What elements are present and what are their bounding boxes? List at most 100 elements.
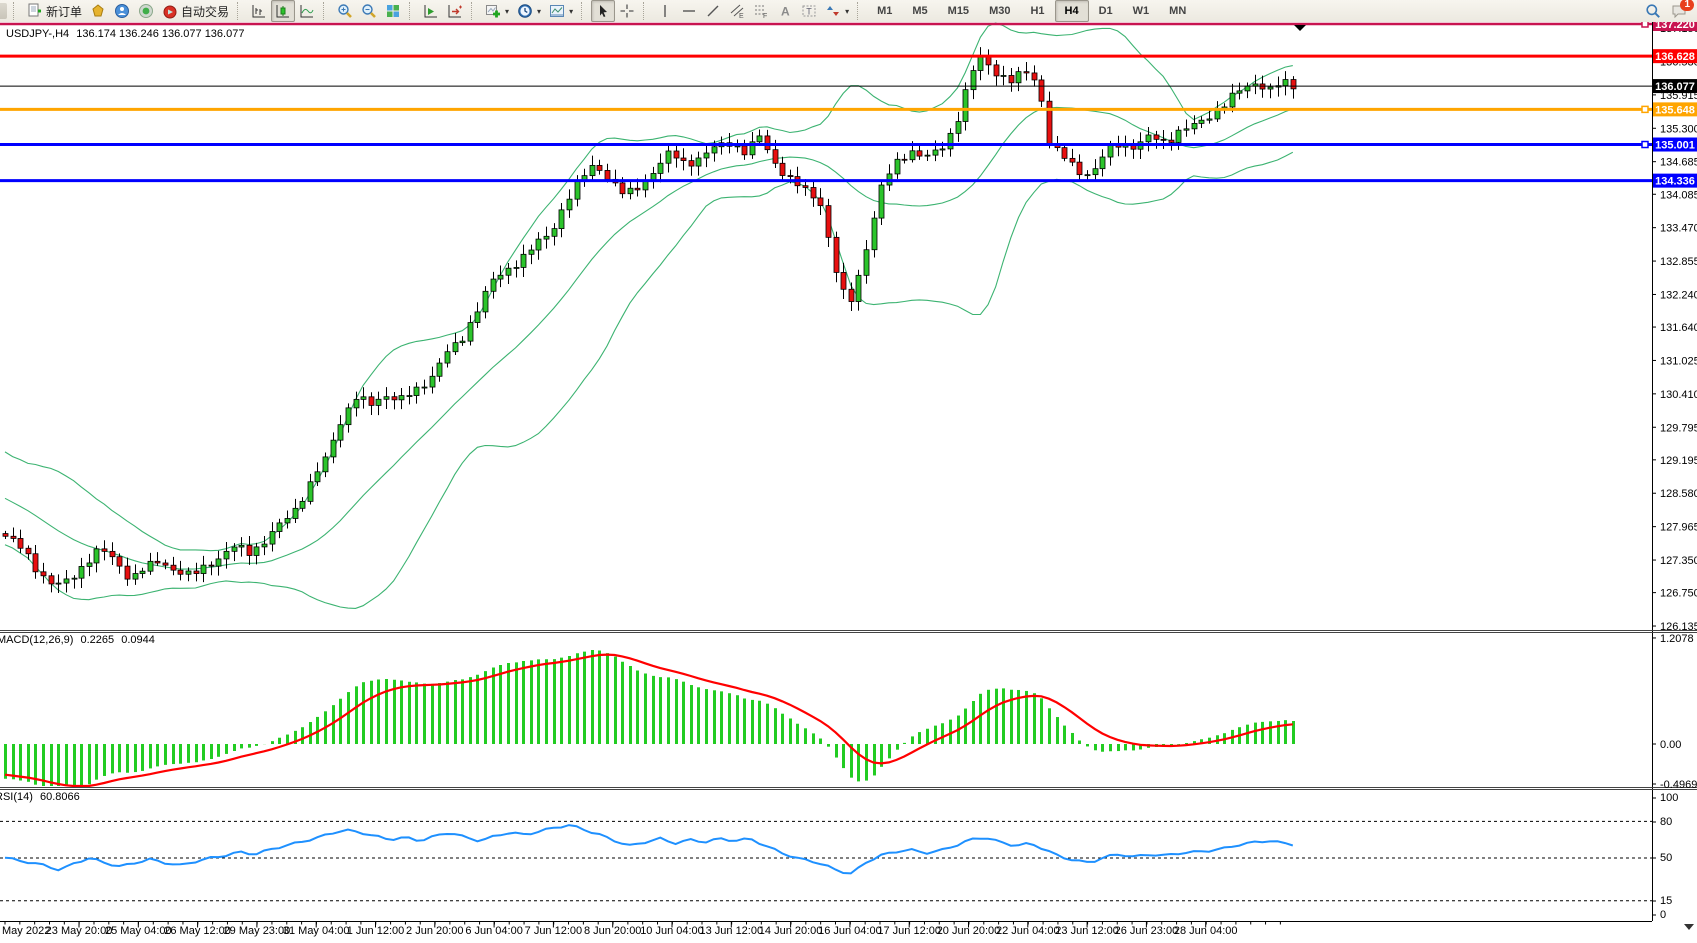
time-axis-label[interactable]: 26 May 12:00 <box>164 925 231 937</box>
new-order-button[interactable]: 新订单 <box>23 0 86 22</box>
timeframe-m30-button[interactable]: M30 <box>979 0 1020 22</box>
timeframe-h4-button[interactable]: H4 <box>1054 0 1089 22</box>
candle-body <box>924 154 931 157</box>
timeframe-mn-button[interactable]: MN <box>1159 0 1196 22</box>
vertical-line-button[interactable] <box>653 0 677 22</box>
time-axis-label[interactable]: 8 Jun 20:00 <box>584 925 642 937</box>
time-axis-label[interactable]: 13 Jun 12:00 <box>699 925 763 937</box>
time-axis-label[interactable]: 20 Jun 20:00 <box>937 925 1001 937</box>
bar-chart-icon <box>252 5 266 18</box>
time-axis-label[interactable]: 23 May 20:00 <box>46 925 113 937</box>
text-button[interactable]: A <box>773 0 797 22</box>
time-axis-label[interactable]: 10 Jun 04:00 <box>640 925 704 937</box>
macd-axis-label: -0.4969 <box>1660 779 1697 791</box>
scroll-arrow-icon[interactable] <box>1684 924 1694 930</box>
time-axis-label[interactable]: 16 Jun 04:00 <box>818 925 882 937</box>
time-axis-label[interactable]: 14 Jun 20:00 <box>759 925 823 937</box>
candle-body <box>1076 161 1083 176</box>
candle-body <box>535 238 542 251</box>
signals-button[interactable] <box>110 0 134 22</box>
price-badge <box>1653 137 1697 152</box>
autotrade-button[interactable]: 自动交易 <box>158 0 233 22</box>
chart-canvas[interactable]: 137.150136.530135.915135.300134.685134.0… <box>0 17 1697 938</box>
line-chart-icon <box>300 5 314 18</box>
search-icon[interactable] <box>1645 3 1661 19</box>
candlestick-button[interactable] <box>271 0 296 22</box>
timeframe-w1-button[interactable]: W1 <box>1123 0 1160 22</box>
templates-button[interactable]: ▾ <box>545 0 577 22</box>
arrows-button[interactable]: ▾ <box>821 0 853 22</box>
macd-name: MACD(12,26,9) <box>0 634 74 646</box>
periods-button[interactable]: ▾ <box>513 0 545 22</box>
trendline-button[interactable] <box>701 0 725 22</box>
cursor-button[interactable] <box>591 0 616 22</box>
time-axis-label[interactable]: 22 Jun 04:00 <box>996 925 1060 937</box>
macd-axis-label: 0.00 <box>1660 739 1681 751</box>
candle-body <box>665 150 672 164</box>
candle-body <box>551 228 558 237</box>
candle-body <box>231 546 238 552</box>
notifications-button[interactable]: 1 <box>1671 0 1694 19</box>
chart-shift-button[interactable] <box>443 0 467 22</box>
svg-text:E: E <box>739 13 744 19</box>
crosshair-button[interactable] <box>615 0 639 22</box>
timeframe-d1-button[interactable]: D1 <box>1089 0 1123 22</box>
time-axis-label[interactable]: 7 Jun 12:00 <box>525 925 583 937</box>
candle-body <box>398 395 405 401</box>
timeframe-m15-button[interactable]: M15 <box>938 0 979 22</box>
price-badge-label: 134.336 <box>1655 176 1695 188</box>
time-axis-label[interactable]: 23 Jun 12:00 <box>1055 925 1119 937</box>
candle-body <box>513 267 520 269</box>
timeframe-m1-button[interactable]: M1 <box>867 0 902 22</box>
add-indicator-icon <box>486 5 501 18</box>
zoom-in-icon <box>338 4 352 18</box>
candle-body <box>467 322 474 342</box>
tile-windows-button[interactable] <box>381 0 405 22</box>
time-axis-label[interactable]: 6 Jun 04:00 <box>465 925 523 937</box>
candle-body <box>177 569 184 575</box>
chart-shift-marker[interactable] <box>1294 25 1306 31</box>
price-tick-label: 127.965 <box>1660 522 1697 534</box>
line-handle-marker[interactable] <box>1641 20 1649 28</box>
market-button[interactable] <box>86 0 110 22</box>
candle-body <box>330 439 337 458</box>
time-axis-label[interactable]: May 2022 <box>2 925 50 937</box>
candle-body <box>772 149 779 164</box>
time-axis-label[interactable]: 31 May 04:00 <box>283 925 350 937</box>
candle-body <box>932 149 939 156</box>
time-axis-label[interactable]: 1 Jun 12:00 <box>347 925 405 937</box>
community-button[interactable] <box>134 0 158 22</box>
timeframe-m5-button[interactable]: M5 <box>902 0 937 22</box>
candle-body <box>421 386 428 389</box>
price-tick-label: 129.195 <box>1660 455 1697 467</box>
bar-chart-button[interactable] <box>247 0 271 22</box>
fibonacci-button[interactable]: F <box>749 0 773 22</box>
candle-body <box>711 146 718 154</box>
time-axis-label[interactable]: 25 May 04:00 <box>105 925 172 937</box>
candle-body <box>604 170 611 180</box>
auto-scroll-button[interactable] <box>419 0 443 22</box>
line-handle-marker[interactable] <box>1641 105 1649 114</box>
timeframe-h1-button[interactable]: H1 <box>1020 0 1054 22</box>
price-tick-label: 132.855 <box>1660 256 1697 268</box>
line-handle-marker[interactable] <box>1641 140 1649 149</box>
line-chart-button[interactable] <box>295 0 319 22</box>
zoom-in-button[interactable] <box>333 0 357 22</box>
time-axis-label[interactable]: 28 Jun 04:00 <box>1174 925 1238 937</box>
candle-body <box>749 141 756 156</box>
text-label-button[interactable]: T <box>797 0 821 22</box>
horizontal-line-button[interactable] <box>677 0 701 22</box>
equidistant-channel-button[interactable]: E <box>725 0 749 22</box>
timeframe-label: H4 <box>1064 5 1079 17</box>
time-axis-label[interactable]: 26 Jun 23:00 <box>1115 925 1179 937</box>
time-axis-label[interactable]: 2 Jun 20:00 <box>406 925 464 937</box>
add-indicator-button[interactable]: ▾ <box>481 0 513 22</box>
candle-body <box>627 187 634 195</box>
candle-body <box>253 546 260 556</box>
candle-body <box>855 274 862 302</box>
timeframe-label: D1 <box>1098 5 1113 17</box>
candle-body <box>200 564 207 574</box>
time-axis-label[interactable]: 29 May 23:00 <box>224 925 291 937</box>
time-axis-label[interactable]: 17 Jun 12:00 <box>877 925 941 937</box>
zoom-out-button[interactable] <box>357 0 381 22</box>
